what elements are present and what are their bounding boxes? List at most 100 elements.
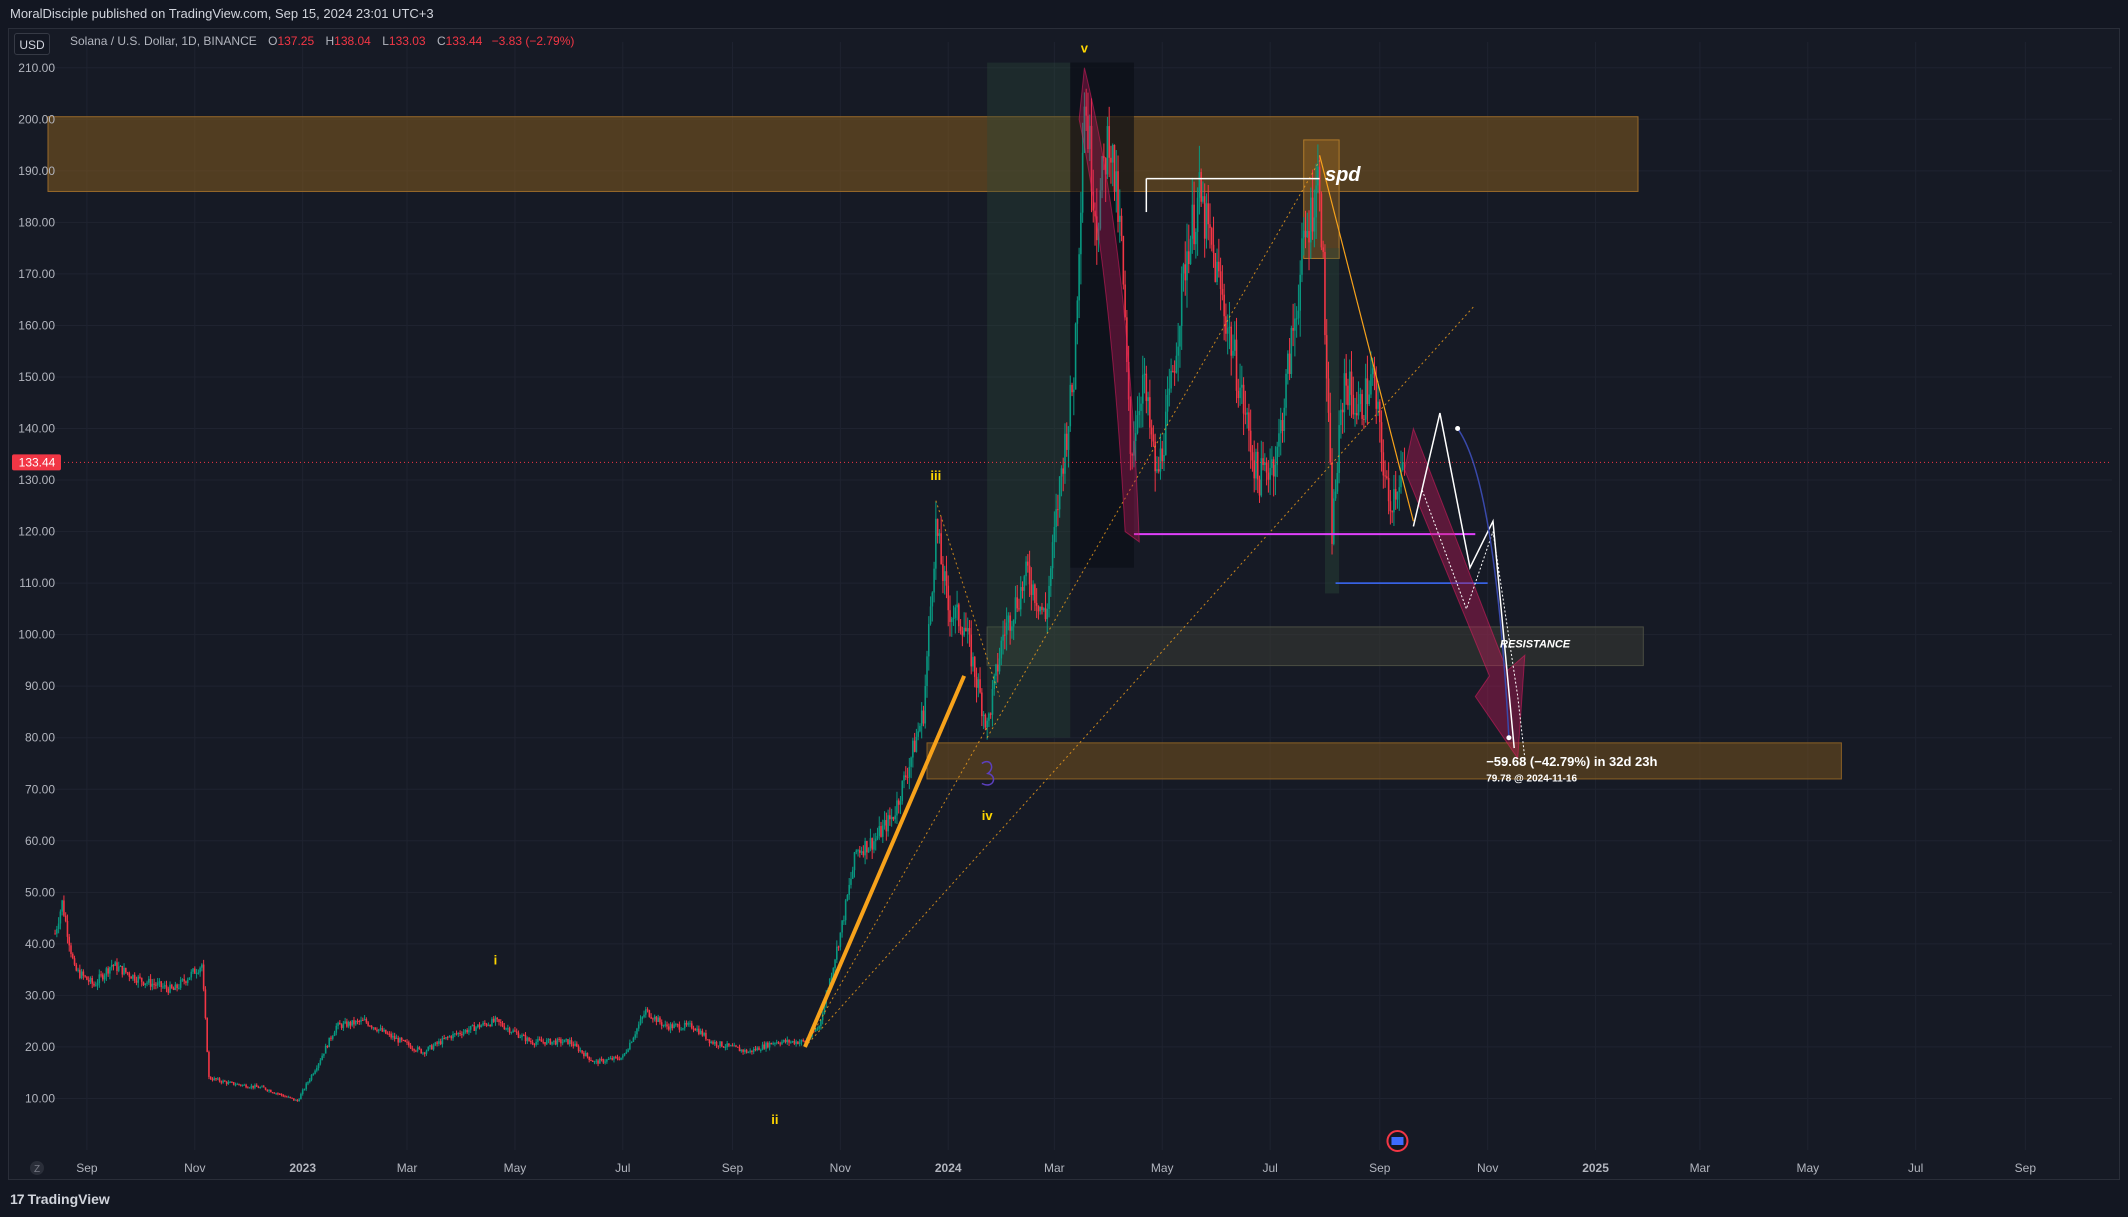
candle-body [584,1052,587,1057]
tradingview-logo[interactable]: 17 TradingView [10,1191,110,1207]
candle-body [273,1092,276,1094]
wave-label-ii: ii [771,1112,778,1127]
candle-body [926,656,928,686]
candle-body [268,1090,270,1092]
candle-body [528,1037,530,1041]
candle-body [1154,441,1156,472]
candle-body [961,630,964,636]
candle-body [1170,370,1172,389]
candle-body [855,850,858,853]
candle-body [1322,247,1324,252]
candle-body [1145,373,1148,402]
candle-body [1191,204,1194,239]
candle-body [756,1047,759,1051]
candle-body [943,571,946,581]
candle-body [1391,511,1393,513]
x-tick-label: Nov [184,1161,205,1175]
candle-body [1048,586,1050,609]
candle-body [1311,197,1314,232]
candle-body [1030,584,1033,595]
candle-body [125,967,127,973]
y-tick-label: 10.00 [25,1091,55,1105]
candle-body [1253,460,1256,479]
candle-body [646,1009,649,1011]
candle-body [1184,264,1187,281]
candle-body [475,1027,477,1031]
candle-body [1341,409,1344,413]
candle-body [377,1029,380,1032]
candle-body [1060,468,1063,477]
candle-body [280,1093,283,1096]
candle-body [213,1078,216,1081]
x-tick-label: Mar [1044,1161,1065,1175]
chart-frame[interactable] [8,28,2120,1180]
candle-body [832,968,835,977]
candle-body [1050,568,1052,587]
candle-body [392,1035,394,1038]
candle-body [1375,378,1378,409]
candle-body [1355,413,1358,416]
candle-body [262,1086,265,1088]
wave-label-v: v [1081,40,1089,55]
candle-body [1058,476,1061,510]
candle-body [1216,261,1218,283]
candle-body [844,900,847,921]
scribble-mark [981,760,995,786]
y-tick-label: 160.00 [18,318,55,332]
y-tick-label: 90.00 [25,679,55,693]
candle-body [588,1056,590,1061]
candle-body [791,1041,794,1043]
candle-body [1149,397,1151,428]
candle-body [1168,388,1171,395]
candle-body [197,972,200,974]
candle-body [408,1042,410,1046]
candle-body [346,1021,348,1027]
candle-body [1274,464,1277,477]
candle-body [259,1087,262,1089]
candle-body [356,1020,359,1022]
candle-body [199,967,201,973]
candle-body [836,946,838,960]
candle-body [1278,433,1280,447]
currency-button[interactable]: USD [14,33,50,55]
candle-body [653,1016,656,1020]
candle-body [936,518,939,536]
candle-body [1209,224,1211,229]
candle-body [1115,171,1118,192]
candle-body [257,1086,260,1089]
candle-body [738,1047,741,1052]
candle-body [530,1040,532,1043]
candle-body [328,1037,331,1048]
candle-body [248,1087,251,1089]
candle-body [411,1048,414,1050]
candle-body [1219,271,1222,289]
candle-body [531,1042,534,1044]
candle-body [768,1042,771,1048]
candle-body [759,1049,762,1051]
candle-body [1110,157,1112,163]
candle-body [1373,368,1376,379]
candle-body [816,1028,819,1030]
candle-body [561,1042,564,1044]
candle-body [144,983,147,985]
candle-body [393,1035,396,1039]
candle-body [153,983,155,985]
candle-body [973,656,976,677]
candle-body [558,1038,560,1040]
candle-body [59,911,62,924]
candle-body [1338,425,1340,473]
candle-body [148,978,150,983]
candle-body [758,1047,760,1051]
candle-body [871,838,873,850]
candle-body [296,1099,299,1102]
candle-body [243,1084,246,1086]
candle-body [1053,526,1056,543]
candle-body [1283,407,1286,431]
candle-body [489,1024,491,1027]
candle-body [307,1082,309,1084]
candle-body [1005,622,1008,635]
candle-body [202,964,205,990]
candle-body [736,1046,739,1048]
candle-body [1401,462,1404,470]
